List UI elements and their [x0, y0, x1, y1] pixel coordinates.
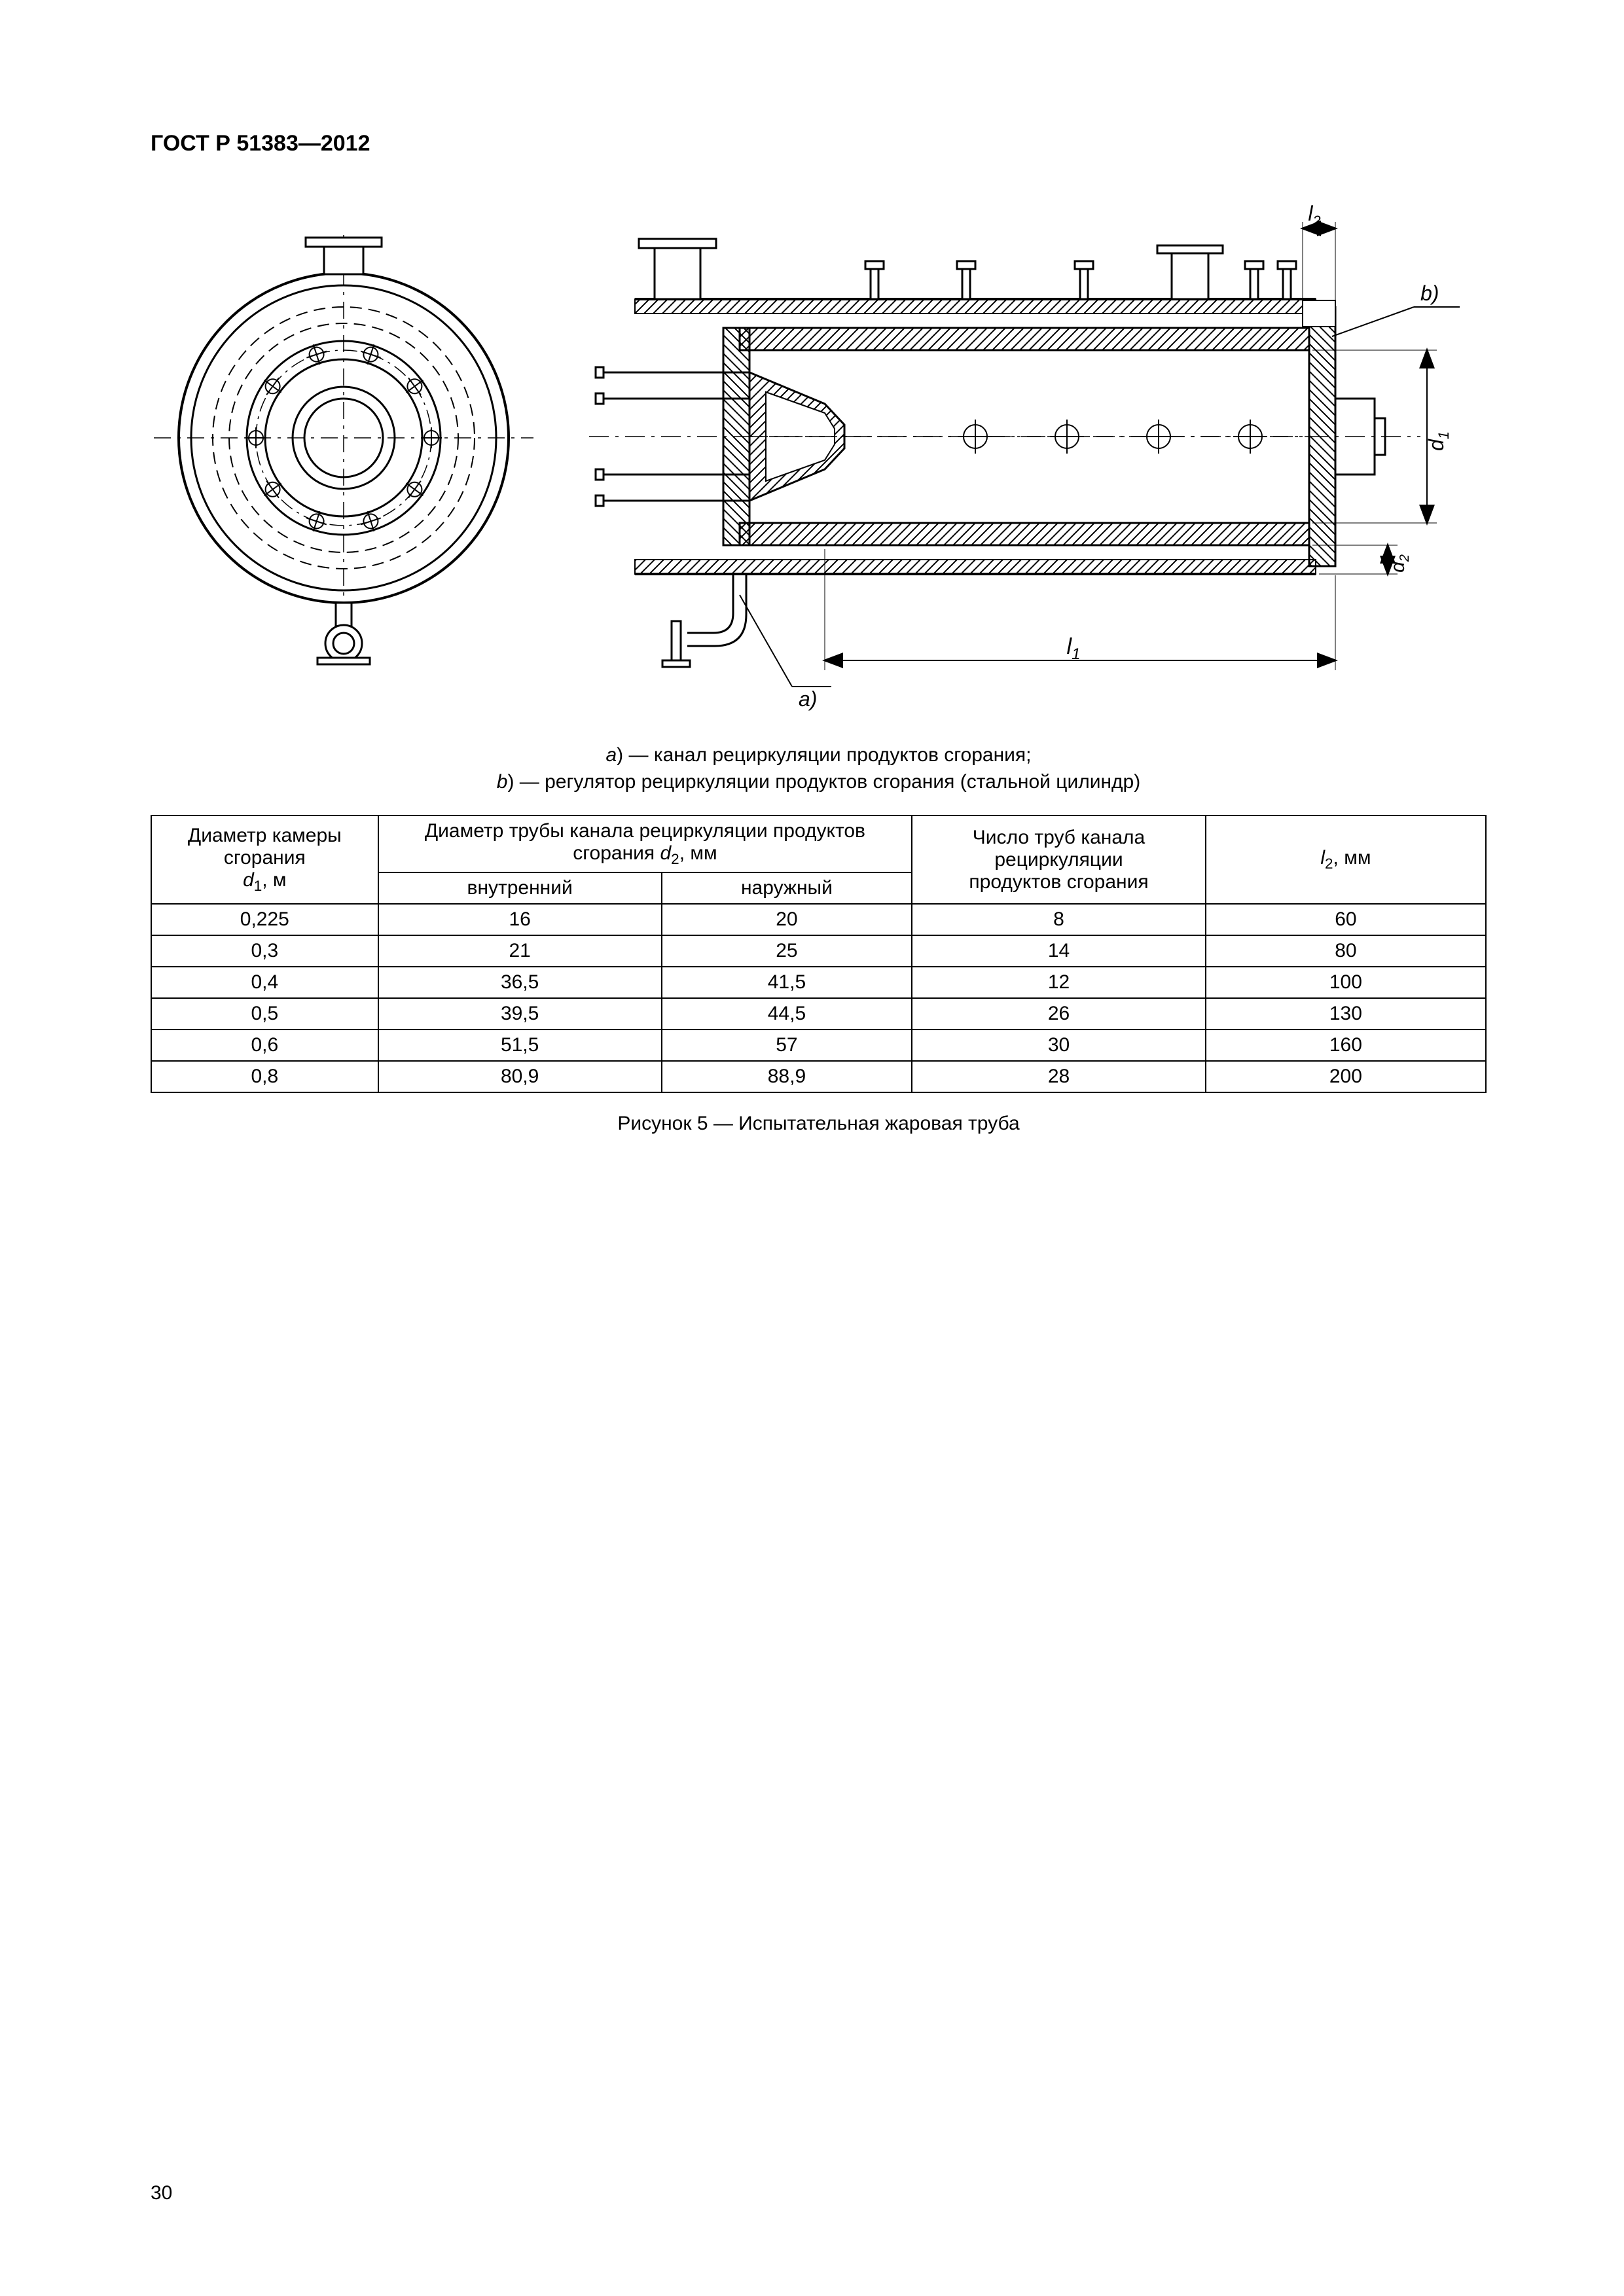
table-row: 0,8 80,9 88,9 28 200 — [151, 1061, 1486, 1092]
figure-5: l1 l2 d1 — [151, 202, 1487, 716]
hdr-ntubes: Число труб канала рециркуляции продуктов… — [912, 816, 1206, 904]
end-view — [154, 235, 533, 667]
table-row: 0,6 51,5 57 30 160 — [151, 1030, 1486, 1061]
legend-line-b: b) — регулятор рециркуляции продуктов сг… — [151, 769, 1487, 796]
svg-text:d1: d1 — [1424, 431, 1452, 451]
svg-text:l2: l2 — [1308, 202, 1320, 229]
svg-text:a): a) — [799, 687, 817, 711]
dim-l2: l2 — [1303, 202, 1335, 300]
hdr-d2-inner: внутренний — [378, 872, 662, 904]
figure-legend: a) — канал рециркуляции продуктов сгоран… — [151, 742, 1487, 795]
document-header: ГОСТ Р 51383—2012 — [151, 131, 1487, 156]
parameters-table: Диаметр камеры сгорания d1, м Диаметр тр… — [151, 815, 1487, 1093]
leader-a: a) — [740, 595, 831, 711]
table-header-row-1: Диаметр камеры сгорания d1, м Диаметр тр… — [151, 816, 1486, 872]
table-row: 0,3 21 25 14 80 — [151, 935, 1486, 967]
section-view: l1 l2 d1 — [589, 202, 1460, 711]
page: ГОСТ Р 51383—2012 — [0, 0, 1624, 2296]
legend-line-a: a) — канал рециркуляции продуктов сгоран… — [151, 742, 1487, 769]
table-row: 0,5 39,5 44,5 26 130 — [151, 998, 1486, 1030]
svg-text:d2: d2 — [1387, 554, 1412, 573]
leader-b: b) — [1332, 281, 1460, 336]
page-number: 30 — [151, 2182, 172, 2204]
svg-text:b): b) — [1420, 281, 1439, 305]
hdr-d2: Диаметр трубы канала рециркуляции продук… — [378, 816, 912, 872]
figure-caption: Рисунок 5 — Испытательная жаровая труба — [151, 1113, 1487, 1135]
hdr-d1: Диаметр камеры сгорания d1, м — [151, 816, 378, 904]
hdr-d2-outer: наружный — [662, 872, 912, 904]
hdr-l2: l2, мм — [1206, 816, 1486, 904]
svg-text:l1: l1 — [1067, 634, 1081, 663]
figure-svg: l1 l2 d1 — [151, 202, 1486, 713]
table-row: 0,225 16 20 8 60 — [151, 904, 1486, 935]
table-row: 0,4 36,5 41,5 12 100 — [151, 967, 1486, 998]
